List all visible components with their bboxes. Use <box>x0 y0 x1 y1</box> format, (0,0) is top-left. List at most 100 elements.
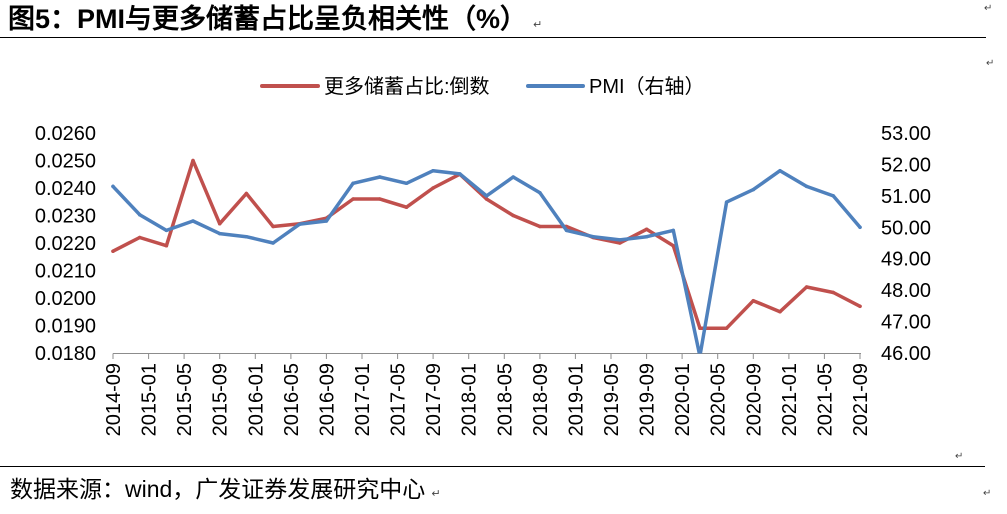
figure-title-text: 图5：PMI与更多储蓄占比呈负相关性（%） <box>8 4 528 34</box>
more-savings-reciprocal-point <box>511 213 515 218</box>
pmi-point <box>778 168 782 173</box>
x-tick-label: 2017-05 <box>388 363 410 436</box>
bottom-rule <box>0 466 985 467</box>
legend: 更多储蓄占比:倒数 PMI（右轴） <box>260 75 705 98</box>
more-savings-reciprocal-point <box>217 221 222 226</box>
more-savings-reciprocal-point <box>671 243 676 248</box>
paragraph-mark: ↵ <box>986 58 995 69</box>
paragraph-mark: ↵ <box>983 488 992 499</box>
more-savings-reciprocal-point <box>538 224 542 229</box>
more-savings-reciprocal-series-line <box>111 158 862 330</box>
pmi-point <box>271 241 275 245</box>
x-tick-label: 2021-09 <box>850 363 872 436</box>
pmi-point <box>751 187 756 192</box>
pmi-point <box>644 234 649 239</box>
x-tick-label: 2020-01 <box>672 363 694 436</box>
more-savings-reciprocal-point <box>724 326 729 330</box>
x-tick-label: 2018-09 <box>530 363 552 436</box>
more-savings-reciprocal-point <box>137 235 142 240</box>
y-left-tick-label: 0.0210 <box>35 261 96 283</box>
more-savings-reciprocal-point <box>378 197 382 201</box>
source-text: 数据来源：wind，广发证券发展研究中心 <box>10 476 426 502</box>
legend-label-pmi: PMI（右轴） <box>589 75 705 98</box>
more-savings-reciprocal-point <box>698 326 702 330</box>
pmi-point <box>164 228 169 233</box>
x-tick-label: 2015-09 <box>210 363 232 436</box>
y-axis-left: 0.0180 0.0190 0.0200 0.0210 0.0220 0.0230 0.02… <box>35 123 96 365</box>
y-left-tick-label: 0.0180 <box>35 343 96 365</box>
x-tick-label: 2017-01 <box>352 363 374 436</box>
pmi-point <box>298 222 302 226</box>
y-right-tick-label: 47.00 <box>881 312 931 334</box>
pmi-point <box>431 168 435 173</box>
pmi-point <box>191 219 195 223</box>
y-right-tick-label: 53.00 <box>881 123 931 145</box>
source-note: 数据来源：wind，广发证券发展研究中心 ↵ <box>10 474 441 509</box>
x-tick-label: 2019-01 <box>565 363 587 436</box>
plot-area <box>111 158 862 358</box>
pmi-point <box>244 234 249 239</box>
more-savings-reciprocal-point <box>618 241 622 245</box>
paragraph-mark: ↵ <box>984 3 993 14</box>
y-right-tick-label: 49.00 <box>881 249 931 271</box>
x-tick-label: 2020-05 <box>708 363 730 436</box>
pmi-point <box>137 212 142 217</box>
x-tick-label: 2019-05 <box>601 363 623 436</box>
pmi-point <box>511 175 515 179</box>
y-right-tick-label: 52.00 <box>881 154 931 176</box>
more-savings-reciprocal-point <box>191 158 195 163</box>
pmi-series <box>111 168 862 358</box>
pmi-point <box>111 184 115 189</box>
y-right-tick-label: 48.00 <box>881 280 931 302</box>
x-tick-label: 2016-09 <box>316 363 338 436</box>
pmi-point <box>591 234 595 239</box>
pmi-point <box>831 194 836 198</box>
y-left-tick-label: 0.0220 <box>35 233 96 255</box>
x-tick-label: 2014-09 <box>103 363 125 436</box>
pmi-point <box>804 184 809 189</box>
x-tick-label: 2021-05 <box>814 363 836 436</box>
pmi-point <box>324 219 329 223</box>
y-right-tick-label: 46.00 <box>881 343 931 365</box>
pmi-point <box>378 175 382 179</box>
pmi-point <box>564 228 569 233</box>
paragraph-mark: ↵ <box>431 487 441 500</box>
more-savings-reciprocal-point <box>111 249 115 253</box>
pmi-point <box>698 354 702 358</box>
x-tick-label: 2016-05 <box>281 363 303 436</box>
y-left-tick-label: 0.0190 <box>35 316 96 338</box>
y-right-tick-label: 50.00 <box>881 217 931 239</box>
pmi-point <box>538 190 542 195</box>
more-savings-reciprocal-point <box>404 205 409 209</box>
x-tick-label: 2016-01 <box>245 363 267 436</box>
more-savings-reciprocal-point <box>271 224 275 229</box>
x-tick-label: 2021-01 <box>779 363 801 436</box>
more-savings-reciprocal-point <box>858 304 862 309</box>
y-right-tick-label: 51.00 <box>881 186 931 208</box>
x-axis: 2014-09 2015-01 2015-05 2015-09 2016-01 2016-… <box>103 353 872 436</box>
pmi-point <box>858 225 862 230</box>
more-savings-reciprocal-series <box>111 158 862 330</box>
y-left-tick-label: 0.0230 <box>35 206 96 228</box>
more-savings-reciprocal-point <box>778 309 782 314</box>
y-left-tick-label: 0.0240 <box>35 178 96 200</box>
paragraph-mark: ↵ <box>533 18 543 31</box>
x-tick-label: 2018-05 <box>494 363 516 436</box>
pmi-point <box>724 200 729 204</box>
more-savings-reciprocal-point <box>751 298 756 303</box>
more-savings-reciprocal-point <box>831 290 836 295</box>
x-axis-ticks: 2014-09 2015-01 2015-05 2015-09 2016-01 2016-… <box>103 353 872 436</box>
more-savings-reciprocal-point <box>244 191 249 196</box>
x-tick-label: 2017-09 <box>423 363 445 436</box>
pmi-point <box>351 181 355 186</box>
pmi-point <box>458 172 462 176</box>
x-tick-label: 2015-05 <box>174 363 196 436</box>
more-savings-reciprocal-point <box>431 186 435 190</box>
more-savings-reciprocal-point <box>164 243 169 248</box>
y-left-tick-label: 0.0250 <box>35 151 96 173</box>
pmi-point <box>217 231 222 236</box>
pmi-point <box>404 181 409 186</box>
pmi-point <box>484 194 489 198</box>
y-left-tick-label: 0.0200 <box>35 288 96 310</box>
paragraph-mark: ↵ <box>955 451 964 462</box>
